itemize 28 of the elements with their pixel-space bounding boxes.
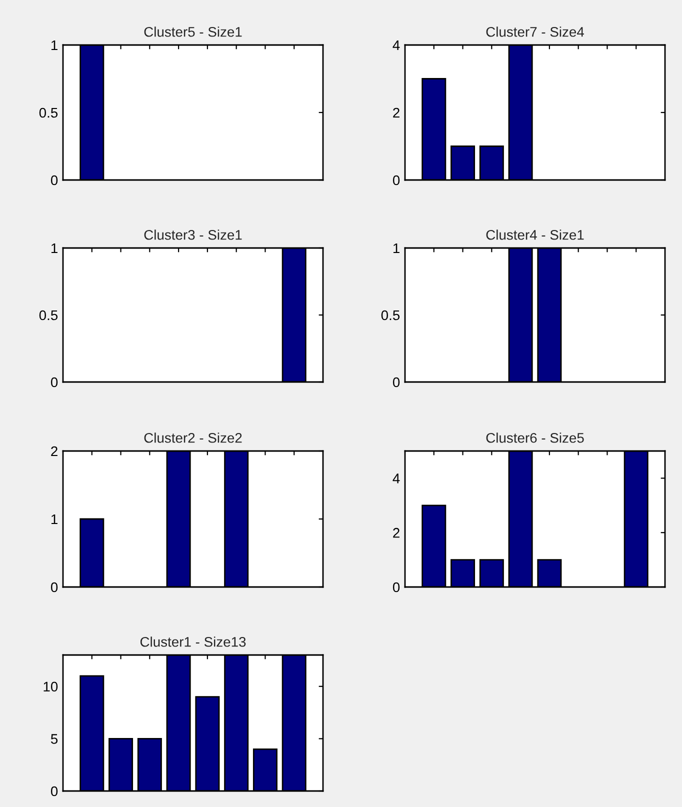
y-tick-label: 1 bbox=[51, 40, 58, 50]
chart-title: Cluster3 - Size1 bbox=[144, 230, 242, 240]
chart-title: Cluster2 - Size2 bbox=[144, 432, 242, 443]
y-tick-label: 0 bbox=[392, 377, 400, 388]
y-tick-label: 5 bbox=[50, 734, 58, 744]
y-tick-label: 2 bbox=[393, 108, 400, 118]
y-tick-label: 4 bbox=[392, 474, 400, 484]
y-tick-label: 1 bbox=[51, 514, 58, 524]
y-tick-label: 0 bbox=[50, 175, 58, 186]
y-tick-label: 1 bbox=[51, 243, 58, 254]
y-tick-label: 0 bbox=[392, 582, 400, 592]
y-tick-label: 0 bbox=[50, 582, 58, 592]
y-tick-label: 0.5 bbox=[39, 108, 58, 118]
y-tick-label: 0 bbox=[50, 786, 58, 796]
chart-title: Cluster5 - Size1 bbox=[144, 26, 242, 37]
y-tick-label: 4 bbox=[392, 40, 400, 50]
y-tick-label: 0 bbox=[50, 377, 58, 388]
y-tick-label: 2 bbox=[51, 446, 58, 456]
y-tick-label: 2 bbox=[393, 528, 400, 538]
chart-title: Cluster7 - Size4 bbox=[486, 26, 584, 37]
y-tick-label: 0 bbox=[392, 175, 400, 186]
chart-title: Cluster4 - Size1 bbox=[486, 230, 584, 240]
y-tick-label: 1 bbox=[393, 243, 400, 254]
y-tick-label: 0.5 bbox=[39, 310, 58, 320]
chart-title: Cluster6 - Size5 bbox=[486, 432, 584, 443]
y-tick-label: 0.5 bbox=[381, 310, 400, 320]
chart-title: Cluster1 - Size13 bbox=[140, 636, 246, 647]
y-tick-label: 10 bbox=[44, 682, 58, 692]
